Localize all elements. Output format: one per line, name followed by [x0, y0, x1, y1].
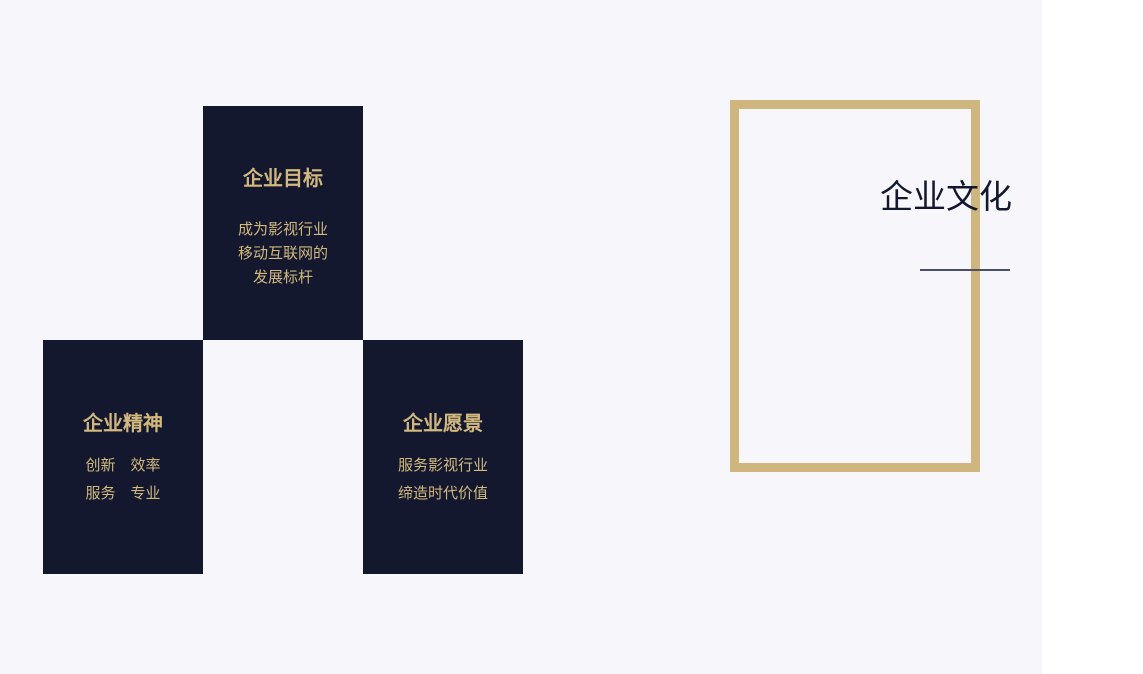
enterprise-vision-card: 企业愿景 服务影视行业 缔造时代价值 [363, 340, 523, 574]
enterprise-goal-card: 企业目标 成为影视行业 移动互联网的 发展标杆 [203, 106, 363, 340]
enterprise-vision-title: 企业愿景 [403, 411, 483, 435]
corporate-culture-heading: 企业文化 [880, 177, 1012, 216]
enterprise-goal-title: 企业目标 [243, 166, 323, 190]
gold-decorative-frame [730, 100, 980, 472]
enterprise-spirit-text: 创新 效率 服务 专业 [43, 451, 203, 507]
enterprise-spirit-line-2: 服务 专业 [85, 484, 161, 502]
enterprise-goal-line-1: 成为影视行业 [237, 220, 328, 238]
enterprise-goal-line-3: 发展标杆 [252, 268, 313, 286]
enterprise-goal-line-2: 移动互联网的 [237, 244, 328, 262]
enterprise-goal-text: 成为影视行业 移动互联网的 发展标杆 [203, 217, 363, 289]
enterprise-spirit-title: 企业精神 [83, 411, 163, 435]
enterprise-spirit-line-1: 创新 效率 [85, 456, 161, 474]
enterprise-spirit-card: 企业精神 创新 效率 服务 专业 [43, 340, 203, 574]
enterprise-vision-line-1: 服务影视行业 [397, 456, 488, 474]
enterprise-vision-line-2: 缔造时代价值 [397, 484, 488, 502]
heading-underline-divider [920, 269, 1010, 271]
enterprise-vision-text: 服务影视行业 缔造时代价值 [363, 451, 523, 507]
slide-canvas: 企业目标 成为影视行业 移动互联网的 发展标杆 企业精神 创新 效率 服务 专业… [43, 100, 1012, 574]
